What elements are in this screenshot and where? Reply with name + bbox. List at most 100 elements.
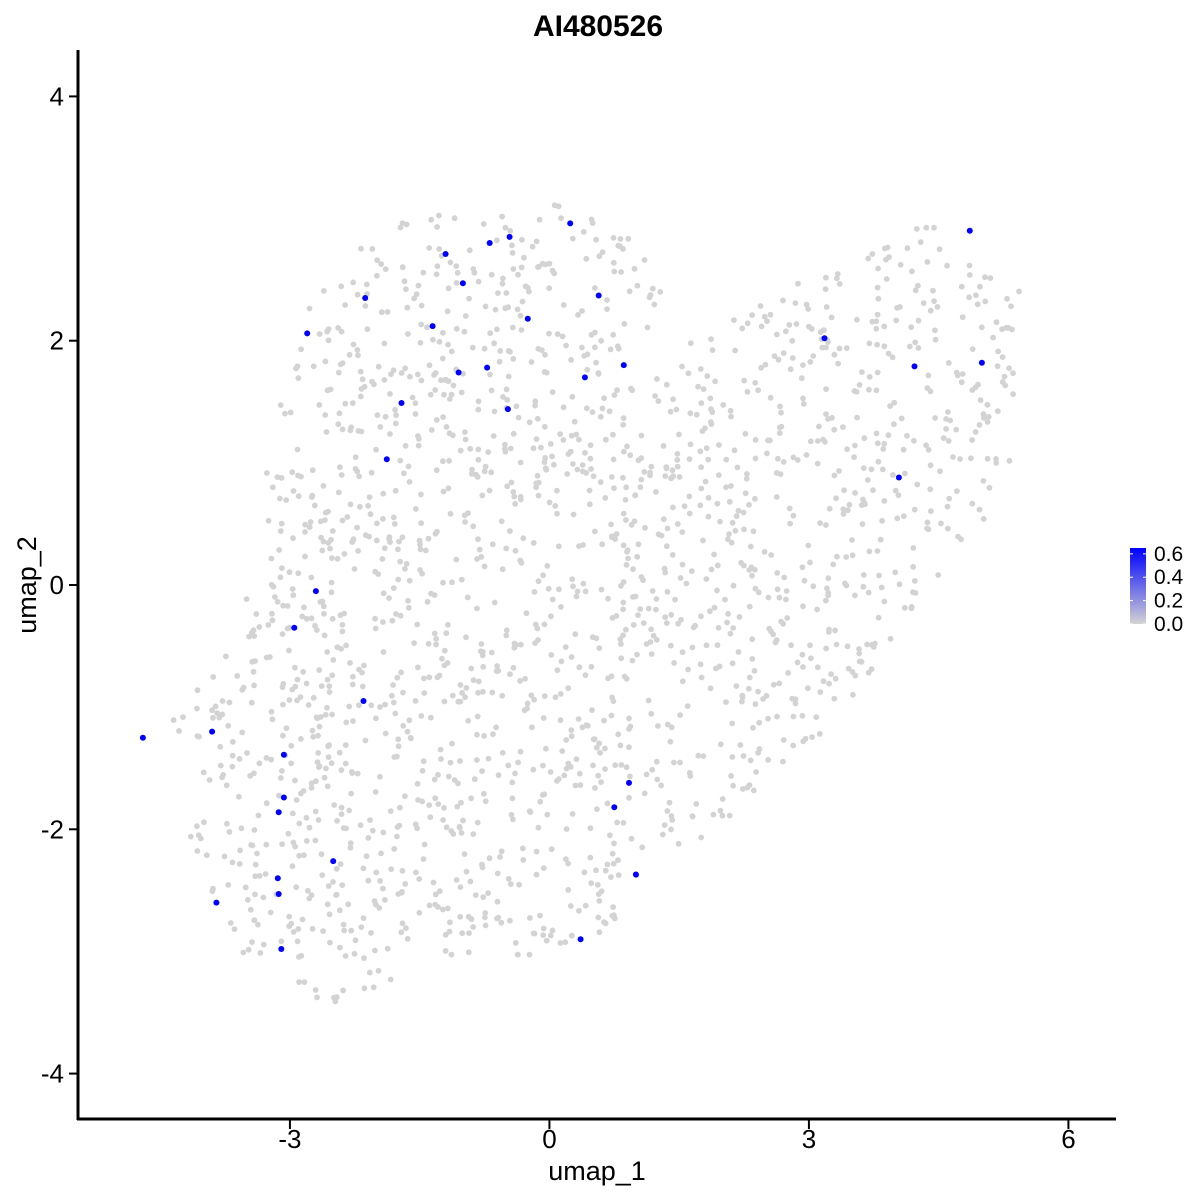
cell-point	[1006, 457, 1013, 464]
cell-point	[447, 510, 454, 517]
cell-point	[557, 431, 563, 437]
cell-point	[254, 850, 260, 857]
cell-point	[745, 685, 752, 692]
cell-point	[558, 215, 564, 222]
cell-point	[488, 469, 495, 476]
cell-point	[653, 758, 660, 765]
cell-point	[372, 625, 379, 632]
cell-point	[697, 448, 704, 455]
cell-point	[320, 483, 327, 489]
color-legend: 0.60.40.20.0	[1130, 543, 1184, 636]
cell-point	[359, 376, 366, 383]
cell-point	[698, 400, 705, 406]
cell-point	[248, 699, 255, 706]
cell-point	[668, 611, 675, 618]
cell-point	[415, 442, 422, 449]
cell-point	[295, 493, 302, 500]
cell-point	[367, 817, 373, 823]
expressing-cell-point	[611, 804, 618, 811]
cell-point	[390, 514, 397, 521]
cell-point	[874, 311, 881, 318]
cell-point	[433, 641, 439, 648]
cell-point	[515, 414, 522, 421]
cell-point	[495, 290, 501, 296]
cell-point	[260, 941, 267, 948]
cell-point	[358, 428, 365, 435]
cell-point	[416, 876, 423, 882]
cell-point	[209, 888, 216, 895]
cell-point	[414, 780, 421, 787]
cell-point	[372, 615, 378, 622]
cell-point	[869, 251, 876, 257]
cell-point	[358, 924, 365, 930]
cell-point	[780, 737, 787, 743]
cell-point	[874, 440, 881, 447]
cell-point	[610, 860, 617, 867]
cell-point	[426, 902, 433, 909]
cell-point	[411, 295, 417, 302]
cell-point	[370, 984, 377, 991]
cell-point	[726, 812, 733, 819]
cell-point	[226, 699, 233, 706]
cell-point	[1005, 324, 1012, 331]
cell-point	[340, 987, 346, 994]
cell-point	[705, 494, 712, 501]
cell-point	[348, 927, 355, 934]
cell-point	[982, 298, 989, 305]
cell-point	[911, 437, 917, 444]
cell-point	[703, 642, 710, 649]
cell-point	[508, 479, 515, 486]
cell-point	[418, 713, 425, 719]
cell-point	[569, 235, 576, 242]
cell-point	[716, 442, 722, 448]
cell-point	[397, 558, 404, 565]
cell-point	[966, 294, 972, 301]
cell-point	[511, 493, 518, 500]
cell-point	[289, 810, 296, 817]
cell-point	[357, 393, 364, 400]
cell-point	[735, 507, 742, 514]
cell-point	[176, 728, 182, 734]
cell-point	[625, 555, 631, 562]
cell-point	[643, 771, 650, 778]
cell-point	[780, 350, 787, 356]
cell-point	[803, 301, 810, 308]
cell-point	[623, 764, 630, 771]
cell-point	[873, 387, 880, 394]
cell-point	[464, 594, 471, 601]
cell-point	[386, 595, 392, 601]
cell-point	[607, 832, 613, 839]
cell-point	[468, 795, 474, 802]
cell-point	[249, 629, 255, 636]
cell-point	[582, 902, 589, 909]
cell-point	[629, 657, 636, 664]
cell-point	[405, 604, 412, 611]
cell-point	[885, 350, 892, 357]
x-tick-label: 3	[802, 1124, 816, 1154]
cell-point	[620, 474, 626, 481]
cell-point	[544, 811, 551, 818]
cell-point	[733, 683, 740, 689]
cell-point	[823, 597, 829, 604]
cell-point	[563, 342, 569, 349]
cell-point	[554, 487, 560, 494]
cell-point	[231, 926, 238, 932]
cell-point	[773, 637, 780, 643]
cell-point	[954, 488, 960, 494]
cell-point	[548, 846, 555, 853]
cell-point	[341, 610, 348, 617]
cell-point	[412, 400, 419, 407]
cell-point	[834, 271, 841, 277]
cell-point	[449, 692, 456, 699]
cell-point	[807, 438, 814, 445]
cell-point	[637, 606, 644, 612]
cell-point	[562, 939, 569, 946]
cell-point	[322, 711, 329, 718]
cell-point	[826, 505, 833, 512]
cell-point	[638, 432, 645, 439]
cell-point	[526, 419, 533, 426]
cell-point	[893, 317, 900, 324]
cell-point	[598, 586, 605, 593]
cell-point	[953, 426, 960, 433]
cell-point	[556, 586, 562, 593]
